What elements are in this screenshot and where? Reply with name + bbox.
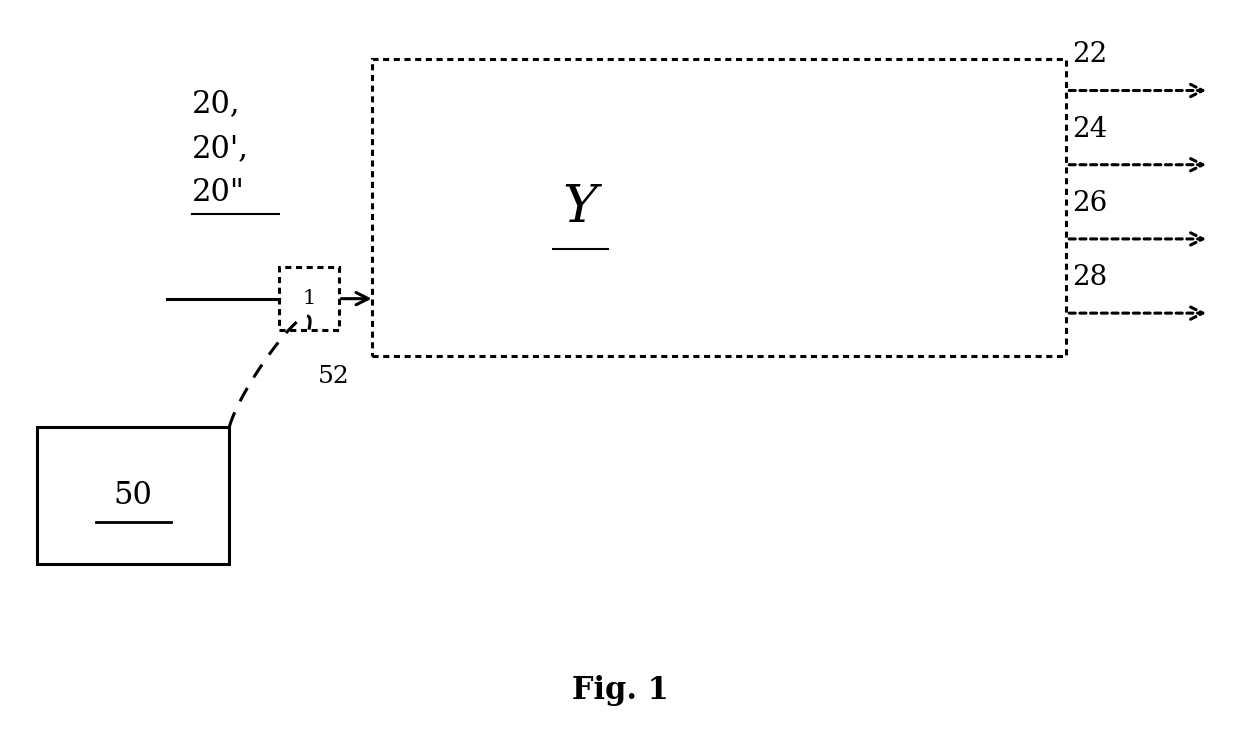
Text: 24: 24 xyxy=(1073,116,1107,142)
Text: 26: 26 xyxy=(1073,190,1107,217)
Text: Fig. 1: Fig. 1 xyxy=(572,674,668,706)
Text: 50: 50 xyxy=(114,480,153,510)
Text: 1: 1 xyxy=(303,289,315,308)
Text: 28: 28 xyxy=(1073,264,1107,291)
Text: 20,: 20, xyxy=(192,88,241,119)
Bar xyxy=(37,427,229,564)
Text: 52: 52 xyxy=(317,365,350,388)
Text: 22: 22 xyxy=(1073,42,1107,68)
Text: Y: Y xyxy=(563,183,598,233)
Text: 20": 20" xyxy=(192,177,246,209)
Bar xyxy=(279,267,339,330)
Text: 20',: 20', xyxy=(192,133,249,164)
Bar xyxy=(372,59,1066,356)
